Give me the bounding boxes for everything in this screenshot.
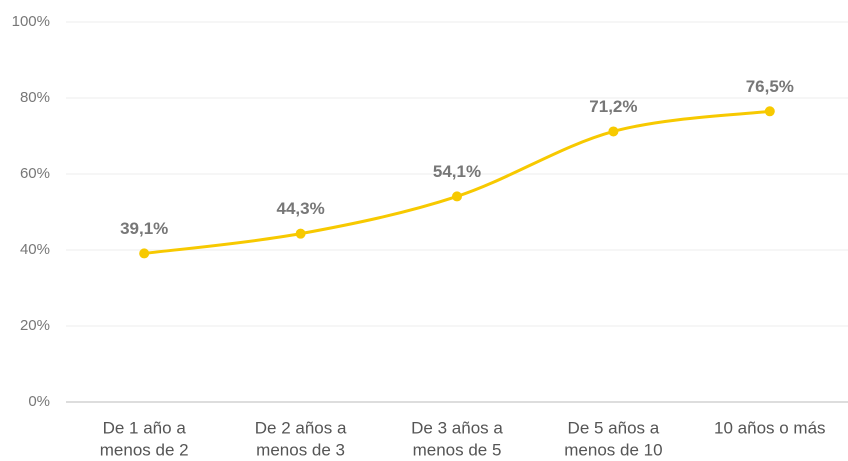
x-tick-label: De 2 años a — [255, 418, 347, 437]
x-tick-label: menos de 10 — [564, 440, 662, 459]
data-label: 54,1% — [433, 162, 481, 181]
x-tick-label: 10 años o más — [714, 418, 826, 437]
x-tick-label: De 1 año a — [103, 418, 187, 437]
x-tick-label: De 3 años a — [411, 418, 503, 437]
y-tick-label: 0% — [28, 393, 50, 410]
y-tick-label: 20% — [20, 317, 50, 334]
data-label: 76,5% — [746, 77, 794, 96]
x-tick-label: menos de 3 — [256, 440, 345, 459]
x-tick-label: De 5 años a — [568, 418, 660, 437]
y-tick-label: 80% — [20, 89, 50, 106]
line — [144, 109, 770, 255]
data-label: 44,3% — [276, 199, 324, 218]
point — [452, 191, 462, 202]
data-label: 71,2% — [589, 97, 637, 116]
data-label: 39,1% — [120, 219, 168, 238]
y-tick-label: 100% — [12, 13, 50, 30]
point — [295, 228, 306, 239]
point — [139, 248, 150, 259]
point — [608, 126, 619, 137]
y-tick-label: 40% — [20, 241, 50, 258]
y-tick-label: 60% — [20, 165, 50, 182]
point — [764, 106, 775, 117]
x-tick-label: menos de 2 — [100, 440, 189, 459]
x-tick-label: menos de 5 — [413, 440, 502, 459]
